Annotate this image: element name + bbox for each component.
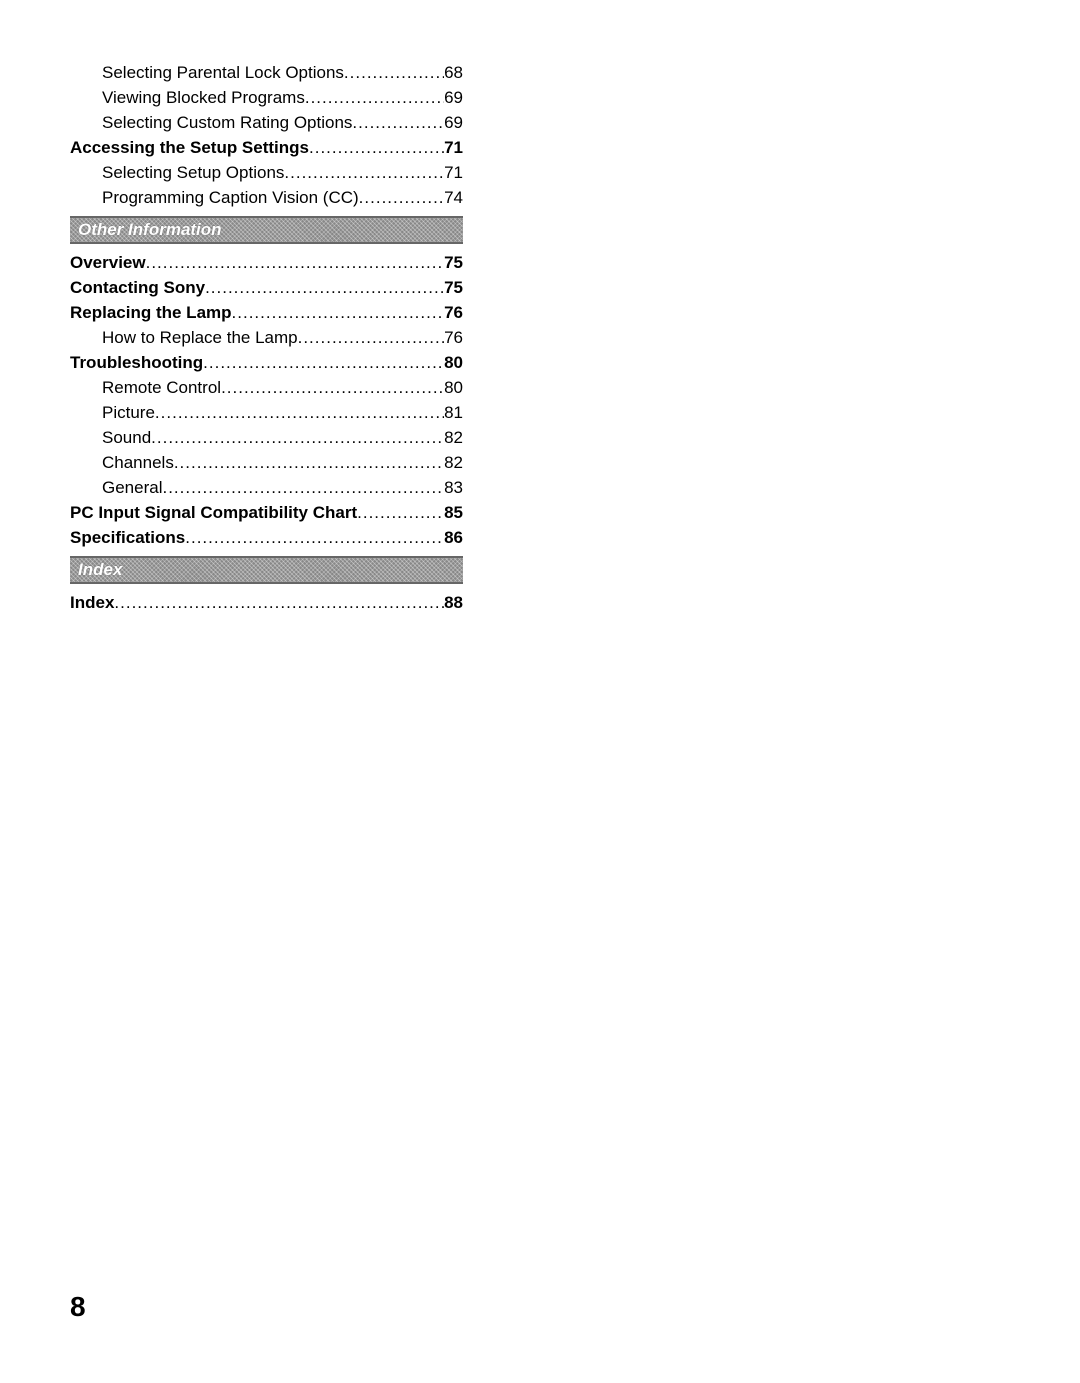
toc-entry: Selecting Setup Options 71 xyxy=(70,160,463,185)
toc-leader-dots xyxy=(309,135,444,160)
toc-entry-page: 75 xyxy=(444,250,463,275)
toc-entry-label: Programming Caption Vision (CC) xyxy=(70,185,359,210)
toc-entry: Troubleshooting 80 xyxy=(70,350,463,375)
toc-entry-page: 81 xyxy=(444,400,463,425)
toc-entry-label: Selecting Custom Rating Options xyxy=(70,110,352,135)
toc-leader-dots xyxy=(357,500,444,525)
toc-leader-dots xyxy=(174,450,444,475)
toc-leader-dots xyxy=(185,525,444,550)
toc-entry: Programming Caption Vision (CC) 74 xyxy=(70,185,463,210)
toc-entry-page: 76 xyxy=(444,300,463,325)
toc-leader-dots xyxy=(151,425,444,450)
section-heading-band: Index xyxy=(70,556,463,584)
toc-entry: Picture 81 xyxy=(70,400,463,425)
toc-entry: Overview 75 xyxy=(70,250,463,275)
page-number: 8 xyxy=(70,1291,86,1323)
toc-leader-dots xyxy=(114,590,444,615)
toc-entry: Channels 82 xyxy=(70,450,463,475)
toc-entry: Specifications 86 xyxy=(70,525,463,550)
toc-entry-label: Channels xyxy=(70,450,174,475)
toc-entry-page: 83 xyxy=(444,475,463,500)
toc-entry-page: 69 xyxy=(444,85,463,110)
toc-entry: Selecting Custom Rating Options 69 xyxy=(70,110,463,135)
toc-entry: How to Replace the Lamp 76 xyxy=(70,325,463,350)
toc-entry-page: 85 xyxy=(444,500,463,525)
toc-entry: Viewing Blocked Programs 69 xyxy=(70,85,463,110)
toc-entry-label: Selecting Setup Options xyxy=(70,160,284,185)
toc-entry-label: How to Replace the Lamp xyxy=(70,325,298,350)
toc-entry-page: 69 xyxy=(444,110,463,135)
toc-entry-page: 76 xyxy=(444,325,463,350)
toc-entry-page: 75 xyxy=(444,275,463,300)
toc-entry: Index 88 xyxy=(70,590,463,615)
toc-leader-dots xyxy=(344,60,444,85)
toc-entry-label: Selecting Parental Lock Options xyxy=(70,60,344,85)
toc-entry-page: 88 xyxy=(444,590,463,615)
toc-entry-label: Sound xyxy=(70,425,151,450)
toc-entry-label: Overview xyxy=(70,250,146,275)
toc-entry: Remote Control 80 xyxy=(70,375,463,400)
toc-entry: Sound 82 xyxy=(70,425,463,450)
toc-leader-dots xyxy=(232,300,445,325)
toc-entry-label: Troubleshooting xyxy=(70,350,203,375)
toc-entry-label: PC Input Signal Compatibility Chart xyxy=(70,500,357,525)
toc-entry-page: 74 xyxy=(444,185,463,210)
toc-leader-dots xyxy=(352,110,444,135)
toc-entry-label: Replacing the Lamp xyxy=(70,300,232,325)
toc-entry-label: Contacting Sony xyxy=(70,275,205,300)
toc-leader-dots xyxy=(305,85,444,110)
table-of-contents: Selecting Parental Lock Options68Viewing… xyxy=(70,60,463,615)
toc-entry-page: 82 xyxy=(444,425,463,450)
toc-entry: General 83 xyxy=(70,475,463,500)
toc-entry-label: Accessing the Setup Settings xyxy=(70,135,309,160)
toc-leader-dots xyxy=(146,250,444,275)
toc-entry: Contacting Sony 75 xyxy=(70,275,463,300)
toc-entry-label: Picture xyxy=(70,400,155,425)
toc-entry-page: 71 xyxy=(444,160,463,185)
toc-entry-page: 82 xyxy=(444,450,463,475)
toc-leader-dots xyxy=(284,160,444,185)
toc-entry-label: General xyxy=(70,475,162,500)
document-page: Selecting Parental Lock Options68Viewing… xyxy=(0,0,1080,1383)
toc-entry-label: Remote Control xyxy=(70,375,221,400)
toc-leader-dots xyxy=(155,400,444,425)
toc-leader-dots xyxy=(205,275,444,300)
toc-entry-label: Viewing Blocked Programs xyxy=(70,85,305,110)
toc-entry-label: Index xyxy=(70,590,114,615)
section-heading-band: Other Information xyxy=(70,216,463,244)
toc-leader-dots xyxy=(203,350,444,375)
toc-entry-page: 71 xyxy=(444,135,463,160)
toc-entry: PC Input Signal Compatibility Chart 85 xyxy=(70,500,463,525)
toc-entry-page: 86 xyxy=(444,525,463,550)
toc-entry-page: 68 xyxy=(444,60,463,85)
toc-leader-dots xyxy=(221,375,444,400)
toc-entry: Selecting Parental Lock Options 68 xyxy=(70,60,463,85)
toc-entry-page: 80 xyxy=(444,350,463,375)
toc-entry-label: Specifications xyxy=(70,525,185,550)
toc-entry: Accessing the Setup Settings 71 xyxy=(70,135,463,160)
toc-leader-dots xyxy=(162,475,444,500)
toc-leader-dots xyxy=(359,185,444,210)
toc-leader-dots xyxy=(298,325,444,350)
toc-entry: Replacing the Lamp 76 xyxy=(70,300,463,325)
toc-entry-page: 80 xyxy=(444,375,463,400)
